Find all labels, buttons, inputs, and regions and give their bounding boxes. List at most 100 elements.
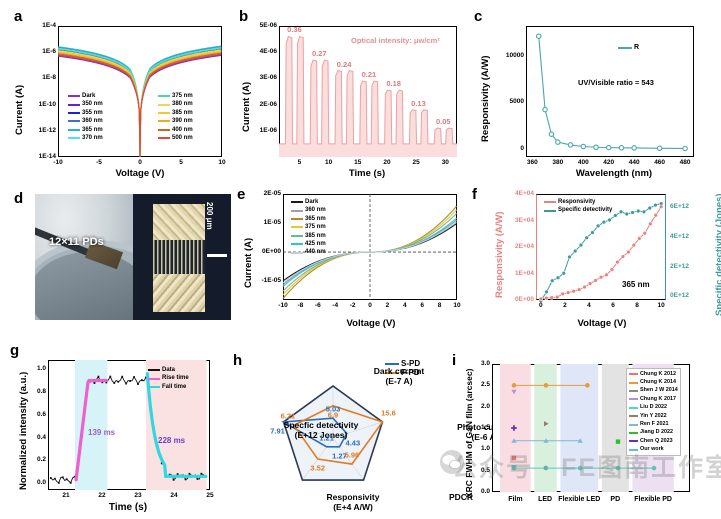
y-tick: 10000	[505, 51, 524, 59]
legend-label: 380 nm	[172, 101, 193, 108]
legend-item: F-PD	[385, 368, 420, 377]
panel-b: b Current (A) 1E-06 2E-06 3E-06 4E-06 5E-06 …	[235, 0, 470, 180]
legend-swatch	[158, 103, 170, 106]
legend-label: 385 nm	[172, 109, 193, 116]
legend-item: Data	[148, 366, 189, 374]
y-tick: 1.5	[480, 424, 490, 431]
legend-label: 400 nm	[172, 126, 193, 133]
x-tick: 380	[552, 159, 564, 166]
panel-b-label: b	[239, 8, 249, 25]
panel-g-fall-label: 228 ms	[158, 436, 186, 445]
legend-swatch	[158, 128, 170, 131]
x-tick: 25	[206, 492, 214, 499]
radar-axis-label: Photo current (E-6 A)	[443, 422, 527, 442]
legend-swatch	[629, 381, 638, 384]
legend-item: Chung K 2017	[629, 395, 678, 403]
legend-swatch	[618, 47, 632, 50]
panel-a-svg	[57, 45, 222, 157]
legend-label: Yin Y 2022	[640, 412, 667, 419]
pulse-intensity-label: 0.21	[361, 70, 377, 80]
legend-item: 360 nm	[68, 117, 103, 125]
legend-swatch	[291, 234, 303, 237]
y-tick: 1.0	[480, 445, 490, 453]
legend-swatch	[629, 373, 638, 376]
panel-f-xlabel: Voltage (V)	[577, 318, 627, 329]
y-tick: 0.8	[36, 387, 46, 395]
panel-g-label: g	[10, 342, 20, 359]
x-category-tick: Flexible LED	[558, 496, 601, 503]
panel-d: d 200 μm 12×11 PDs	[0, 180, 235, 330]
panel-e-xlabel: Voltage (V)	[346, 318, 396, 329]
x-tick: 10	[657, 302, 665, 309]
x-tick: -5	[96, 159, 102, 166]
legend-label: S-PD	[401, 359, 421, 369]
x-tick: 24	[170, 492, 178, 499]
x-tick: 5	[297, 159, 302, 166]
y-tick: 5E-06	[259, 22, 277, 29]
y-tick: 0.6	[36, 410, 46, 418]
x-tick: 360	[526, 159, 538, 166]
legend-item: 350 nm	[68, 100, 103, 108]
legend-label: 365 nm	[82, 126, 103, 133]
legend-swatch	[68, 111, 80, 114]
x-tick: -4	[332, 302, 339, 309]
legend-item: S-PD	[385, 359, 421, 369]
x-tick: 2	[385, 302, 390, 309]
legend-item: Specific detectivity	[544, 206, 612, 214]
y-tick: 1E-10	[38, 100, 56, 108]
radar-value-label: 5.03	[325, 404, 341, 414]
x-tick: 10	[324, 159, 333, 166]
watermark-wechat-icon	[440, 450, 464, 474]
legend-label: 375 nm	[305, 224, 326, 231]
y-tick: 0	[520, 144, 524, 152]
legend-label: Shen J W 2014	[640, 387, 678, 394]
panel-d-photo: 200 μm 12×11 PDs	[35, 194, 231, 320]
legend-item: 365 nm	[68, 126, 103, 134]
legend-item: R	[618, 44, 639, 52]
panel-d-electrode-bottom	[153, 274, 205, 312]
x-tick: 0	[368, 302, 372, 309]
legend-label: Fall time	[162, 383, 187, 390]
y-tick: 3.0	[480, 360, 490, 367]
panel-a-ylabel: Current (A)	[14, 84, 25, 135]
legend-swatch	[148, 377, 160, 380]
panel-g-ylabel: Normalized intensity (a.u.)	[18, 371, 29, 490]
pulse-intensity-label: 0.13	[411, 98, 426, 108]
legend-swatch	[68, 128, 80, 131]
radar-value-label: 1.21	[319, 433, 334, 443]
radar-value-label: 3.52	[310, 463, 326, 473]
panel-c-legend: R	[618, 44, 639, 52]
x-tick: 480	[679, 159, 691, 166]
legend-swatch	[68, 103, 80, 106]
legend-label: Dark	[82, 93, 96, 99]
y-tick-left: 4E+04	[515, 190, 534, 197]
panel-i: i XRC FWHM of GaN film (arcsec) 0.0 0.5 1.…	[440, 330, 721, 519]
panel-d-scalebar-label: 200 μm	[205, 202, 214, 230]
y-tick-left: 3E+04	[515, 216, 534, 224]
x-tick: 5	[179, 159, 183, 166]
radar-axis-name: Photo current	[457, 422, 513, 432]
y-tick-right: 2E+12	[670, 262, 689, 270]
panel-g-legend: Data Rise time Fall time	[148, 366, 189, 391]
panel-a-label: a	[14, 8, 23, 25]
legend-item: 390 nm	[158, 117, 193, 125]
legend-label: 390 nm	[172, 118, 193, 125]
legend-item: 380 nm	[158, 100, 193, 108]
legend-label: Chung K 2012	[640, 370, 676, 377]
legend-label: Dark	[305, 199, 319, 205]
panel-i-legend: Chung K 2012 Chung K 2014 Shen J W 2014 Chu…	[626, 368, 681, 456]
legend-item: 385 nm	[158, 109, 193, 117]
legend-label: R	[634, 44, 640, 51]
legend-swatch	[629, 431, 638, 434]
legend-label: Chen Q 2023	[640, 437, 673, 444]
panel-d-label: d	[14, 190, 24, 207]
x-tick: -10	[53, 159, 63, 166]
y-tick-right: 0E+12	[670, 292, 689, 300]
x-tick: 25	[412, 159, 420, 166]
legend-swatch	[291, 217, 303, 220]
legend-label: 350 nm	[82, 101, 103, 108]
legend-swatch	[158, 111, 170, 114]
panel-d-electrode-top	[153, 204, 205, 240]
x-tick: 21	[62, 492, 70, 499]
legend-label: Jiang D 2022	[640, 429, 673, 436]
